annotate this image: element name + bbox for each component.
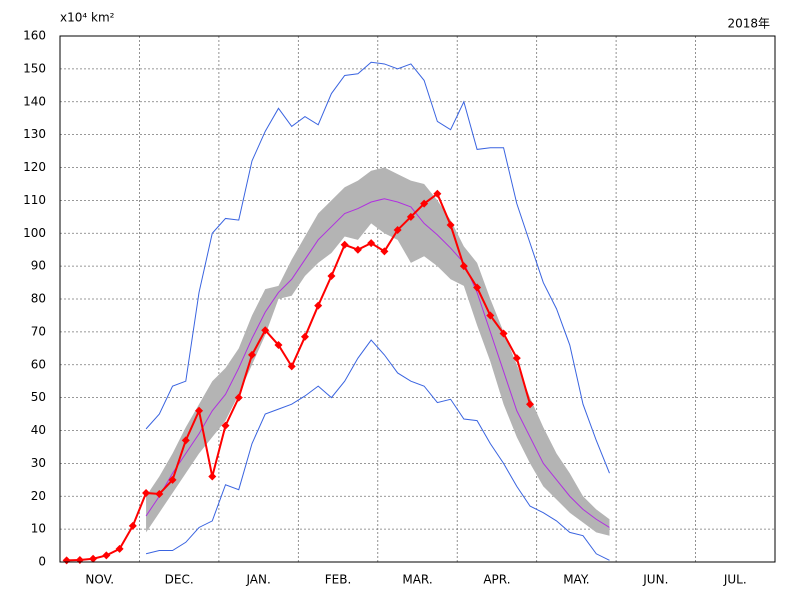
point-marker [526, 400, 535, 409]
point-marker [115, 544, 124, 553]
point-marker [327, 271, 336, 280]
point-marker [314, 301, 323, 310]
y-tick-label: 160 [23, 29, 46, 43]
point-marker [340, 240, 349, 249]
point-marker [155, 489, 164, 498]
x-tick-label: FEB. [325, 573, 352, 587]
point-marker [181, 436, 190, 445]
point-marker [234, 393, 243, 402]
y-axis-label: x10⁴ km² [60, 11, 115, 25]
point-marker [353, 245, 362, 254]
series-line [145, 61, 610, 474]
point-marker [512, 354, 521, 363]
y-tick-label: 150 [23, 61, 46, 75]
series-line [145, 198, 610, 528]
point-marker [420, 199, 429, 208]
y-tick-label: 20 [31, 489, 46, 503]
point-marker [406, 212, 415, 221]
y-tick-label: 110 [23, 193, 46, 207]
series-line [66, 192, 532, 562]
spread-band [146, 167, 610, 536]
y-tick-label: 100 [23, 226, 46, 240]
point-marker [247, 350, 256, 359]
y-tick-label: 30 [31, 456, 46, 470]
point-marker [208, 472, 217, 481]
point-marker [128, 521, 137, 530]
year-label: 2018年 [727, 17, 770, 31]
point-marker [221, 421, 230, 430]
y-tick-label: 50 [31, 390, 46, 404]
point-marker [367, 239, 376, 248]
point-marker [195, 406, 204, 415]
point-marker [446, 221, 455, 230]
x-tick-label: APR. [483, 573, 510, 587]
y-tick-label: 80 [31, 292, 46, 306]
y-tick-label: 70 [31, 324, 46, 338]
point-marker [89, 554, 98, 563]
point-marker [499, 329, 508, 338]
point-marker [473, 283, 482, 292]
x-tick-label: DEC. [165, 573, 194, 587]
y-tick-label: 130 [23, 127, 46, 141]
point-marker [261, 326, 270, 335]
point-marker [102, 551, 111, 560]
point-marker [380, 247, 389, 256]
point-marker [486, 311, 495, 320]
point-marker [168, 475, 177, 484]
plot-frame [59, 35, 776, 563]
x-tick-label: MAY. [563, 573, 589, 587]
y-tick-label: 120 [23, 160, 46, 174]
x-tick-label: JUL. [723, 573, 747, 587]
point-marker [433, 189, 442, 198]
point-marker [274, 341, 283, 350]
point-marker [393, 225, 402, 234]
x-tick-label: JUN. [642, 573, 668, 587]
x-tick-label: JAN. [245, 573, 270, 587]
y-tick-label: 60 [31, 357, 46, 371]
point-marker [287, 362, 296, 371]
point-marker [459, 262, 468, 271]
point-marker [300, 332, 309, 341]
point-marker [142, 488, 151, 497]
y-tick-label: 10 [31, 522, 46, 536]
series-line [145, 339, 610, 561]
y-tick-label: 40 [31, 423, 46, 437]
y-tick-label: 90 [31, 259, 46, 273]
x-tick-label: MAR. [402, 573, 432, 587]
y-tick-label: 0 [38, 555, 46, 569]
x-tick-label: NOV. [85, 573, 114, 587]
y-tick-label: 140 [23, 94, 46, 108]
